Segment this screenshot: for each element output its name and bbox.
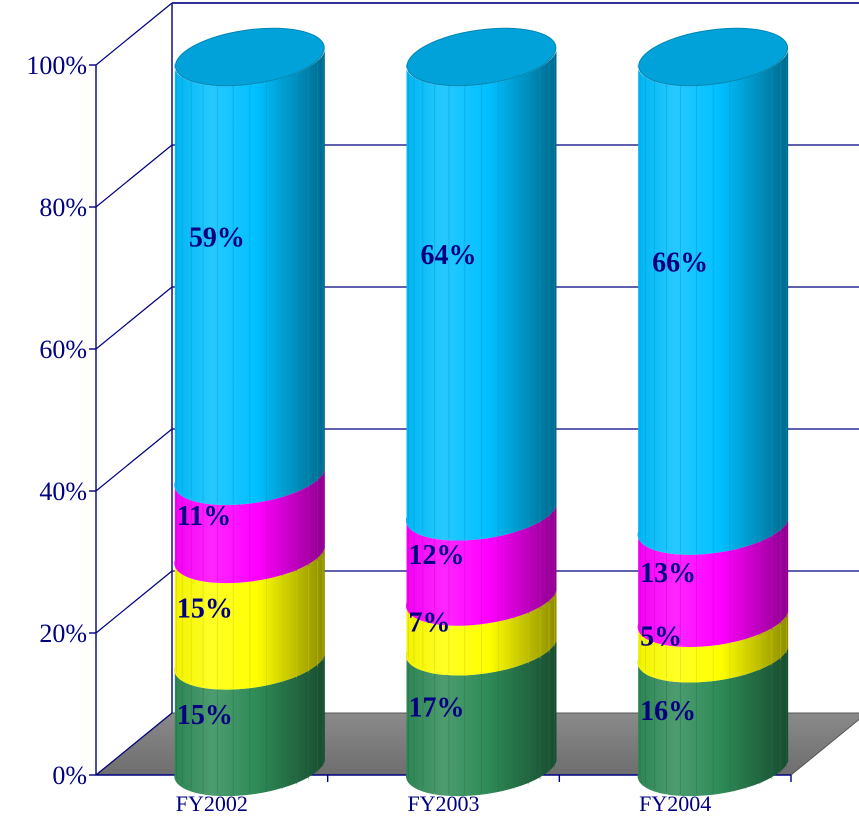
data-label-FY2003-3: 64% — [421, 240, 477, 271]
cylinder-top-cap — [174, 27, 325, 87]
cylinder-FY2004 — [637, 27, 789, 797]
side-gridline — [95, 712, 173, 776]
data-label-FY2004-3: 66% — [652, 247, 708, 278]
data-label-FY2002-0: 15% — [177, 700, 233, 731]
cylinder-FY2002 — [174, 27, 325, 797]
cylinder-top-cap — [638, 27, 789, 87]
y-tick-label: 40% — [39, 477, 87, 506]
cylinder-top-cap — [406, 27, 557, 87]
cylinders — [174, 27, 789, 797]
y-tick-label: 100% — [26, 51, 87, 80]
cylinder-FY2003 — [405, 27, 557, 797]
side-gridline — [95, 2, 173, 66]
data-label-FY2004-1: 5% — [640, 622, 682, 653]
side-gridline — [95, 570, 173, 634]
y-tick-label: 60% — [39, 335, 87, 364]
data-label-FY2004-2: 13% — [640, 558, 696, 589]
data-label-FY2002-1: 15% — [177, 593, 233, 624]
data-label-FY2004-0: 16% — [640, 696, 696, 727]
data-label-FY2003-0: 17% — [409, 693, 465, 724]
data-label-FY2003-2: 12% — [409, 540, 465, 571]
data-label-FY2002-2: 11% — [177, 501, 231, 532]
y-tick-label: 0% — [52, 761, 87, 790]
data-label-FY2002-3: 59% — [189, 222, 245, 253]
y-tick-label: 20% — [39, 619, 87, 648]
data-labels: 15% 15% 11% 59% 17% 7% 12% 64% 16% 5% 13% 66% — [177, 222, 708, 730]
side-gridline — [95, 286, 173, 350]
side-gridline — [95, 144, 173, 208]
data-label-FY2003-1: 7% — [409, 607, 451, 638]
y-tick-label: 80% — [39, 193, 87, 222]
side-gridline — [95, 428, 173, 492]
